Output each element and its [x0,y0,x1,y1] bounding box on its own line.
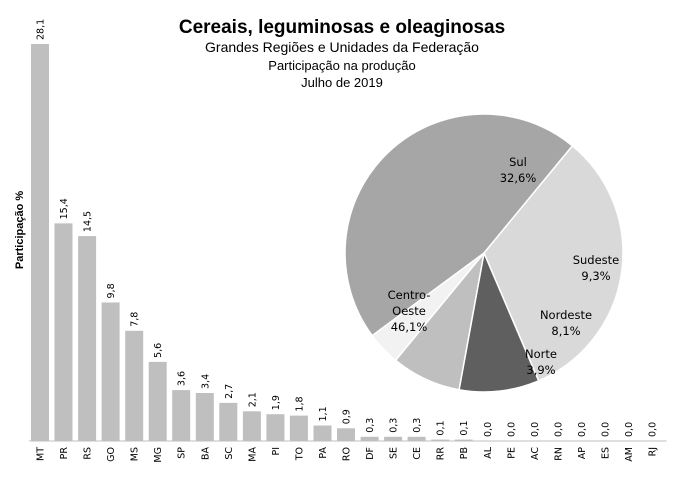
bar-PA [313,425,332,441]
pie-chart: Sul 32,6% Sudeste 9,3% Nordeste 8,1% Norte 3,9%… [344,113,624,393]
bar-DF [360,436,379,441]
bar-value-label: 0,1 [436,420,447,435]
bar-value-label: 0,0 [648,422,659,437]
x-tick-label: PR [59,447,70,460]
pie-slice-centrooeste [344,113,574,337]
pie-category-label: Norte [525,347,557,361]
x-tick-label: AP [577,447,588,459]
x-tick-label: BA [200,447,211,461]
x-tick-label: PB [459,447,470,459]
x-tick-label: MG [153,447,164,463]
x-tick-label: AL [483,446,494,458]
pie-slice-sul [483,144,624,382]
bar-TO [289,415,308,441]
bar-value-label: 2,1 [247,392,258,407]
x-tick-label: RS [83,447,94,460]
bar-value-label: 0,0 [601,422,612,437]
bar-value-label: 0,3 [389,418,400,433]
bar-RR [431,439,450,441]
x-tick-label: DF [365,447,376,460]
x-tick-label: AC [530,447,541,460]
pie-value-label: 8,1% [551,324,580,338]
pie-category-label: Oeste [392,304,426,318]
bar-RS [78,236,97,441]
bar-BA [195,393,214,441]
bar-SP [172,390,191,441]
bar-PB [454,439,473,441]
bar-value-label: 3,6 [177,371,188,386]
x-tick-label: SE [389,447,400,459]
bar-value-label: 5,6 [153,343,164,358]
bar-PR [54,223,73,441]
bar-MG [148,361,167,441]
x-tick-label: RN [553,447,564,461]
bar-value-label: 2,7 [224,384,235,399]
x-tick-label: RR [436,447,447,461]
x-tick-label: MA [247,447,258,462]
x-tick-label: AM [624,447,635,462]
y-axis-label: Participação % [14,191,26,269]
bar-value-label: 1,9 [271,395,282,410]
x-tick-label: GO [106,447,117,462]
bar-value-label: 7,8 [130,312,141,327]
bar-MA [242,411,261,441]
x-tick-label: PE [506,447,517,459]
bar-SE [384,436,403,441]
x-tick-label: MT [36,447,47,461]
x-tick-label: MS [130,447,141,461]
x-tick-label: TO [294,447,305,461]
bar-SC [219,402,238,441]
bar-value-label: 0,0 [506,422,517,437]
bar-RO [337,428,355,441]
chart-subtitle-date: Julho de 2019 [301,75,383,90]
pie-value-label: 32,6% [500,171,537,185]
x-tick-label: SP [177,447,188,459]
x-tick-label: ES [601,447,612,459]
chart-subtitle-measure: Participação na produção [268,58,415,73]
bar-value-label: 3,4 [200,374,211,389]
bar-value-label: 0,0 [624,422,635,437]
bar-MS [125,330,144,441]
chart-title: Cereais, leguminosas e oleaginosas [179,17,505,38]
bar-value-label: 15,4 [59,198,70,219]
bar-value-label: 0,0 [553,422,564,437]
bar-value-label: 1,1 [318,406,329,421]
pie-category-label: Centro- [388,288,431,302]
x-tick-label: RJ [648,447,659,456]
pie-category-label: Nordeste [540,308,592,322]
bar-GO [101,302,120,441]
pie-category-label: Sul [509,155,527,169]
bar-value-label: 9,8 [106,283,117,298]
pie-category-label: Sudeste [573,253,620,267]
x-tick-label: PA [318,447,329,459]
bar-value-label: 0,0 [483,422,494,437]
bar-chart: 28,1 MT 15,4 PR 14,5 RS 9,8 GO 7,8 MS 5,6 MG 3,6 SP 3,… [29,19,667,463]
bar-value-label: 0,1 [459,420,470,435]
x-tick-label: RO [342,447,353,461]
pie-value-label: 46,1% [391,320,428,334]
pie-value-label: 9,3% [581,269,610,283]
x-tick-label: SC [224,447,235,460]
bar-value-label: 14,5 [83,211,94,232]
bar-CE [407,436,426,441]
bar-value-label: 0,3 [412,418,423,433]
bar-MT [31,44,49,441]
chart-subtitle: Grandes Regiões e Unidades da Federação [205,39,479,55]
pie-value-label: 3,9% [526,363,555,377]
pie-slice-sudeste [458,250,540,393]
bar-value-label: 28,1 [36,19,47,40]
bar-value-label: 0,3 [365,418,376,433]
bar-value-label: 0,0 [577,422,588,437]
bar-value-label: 0,9 [342,409,353,424]
bar-value-label: 1,8 [294,396,305,411]
x-tick-label: CE [412,447,423,460]
bar-PI [266,414,285,441]
x-tick-label: PI [271,447,282,456]
bar-value-label: 0,0 [530,422,541,437]
